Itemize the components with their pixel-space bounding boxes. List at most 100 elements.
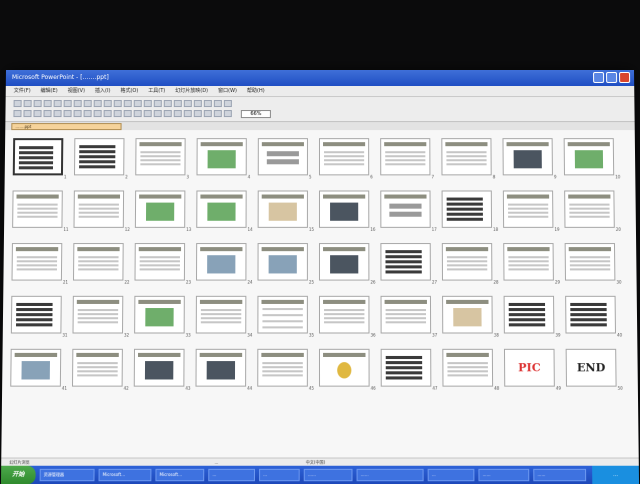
slide-thumbnail[interactable]: PIC bbox=[503, 348, 555, 387]
slide-thumbnail[interactable] bbox=[73, 190, 125, 228]
slide-thumbnail[interactable] bbox=[441, 138, 492, 176]
slide-thumbnail[interactable] bbox=[72, 295, 124, 334]
toolbar-button[interactable] bbox=[103, 110, 112, 118]
slide-thumbnail[interactable] bbox=[196, 190, 247, 228]
toolbar-button[interactable] bbox=[23, 110, 32, 118]
slide-thumbnail[interactable] bbox=[442, 348, 494, 387]
slide-thumbnail[interactable] bbox=[380, 243, 431, 281]
toolbar-button[interactable] bbox=[133, 100, 142, 108]
slide-thumbnail[interactable] bbox=[134, 243, 186, 281]
slide-thumbnail[interactable] bbox=[380, 348, 432, 387]
toolbar-button[interactable] bbox=[193, 110, 202, 118]
maximize-button[interactable] bbox=[606, 71, 618, 83]
slide-thumbnail[interactable] bbox=[503, 295, 555, 334]
slide-thumbnail[interactable] bbox=[318, 348, 370, 387]
slide-thumbnail[interactable] bbox=[380, 190, 431, 228]
taskbar-item[interactable]: Microsoft… bbox=[155, 468, 205, 482]
slide-thumbnail[interactable] bbox=[134, 295, 185, 334]
toolbar-button[interactable] bbox=[163, 110, 172, 118]
toolbar-button[interactable] bbox=[223, 110, 232, 118]
slide-thumbnail[interactable] bbox=[257, 295, 308, 334]
menu-file[interactable]: 文件(F) bbox=[13, 88, 31, 95]
toolbar-button[interactable] bbox=[83, 100, 92, 108]
slide-thumbnail[interactable] bbox=[134, 190, 186, 228]
menu-edit[interactable]: 编辑(E) bbox=[40, 88, 58, 95]
slide-thumbnail[interactable] bbox=[442, 295, 493, 334]
toolbar-button[interactable] bbox=[33, 100, 42, 108]
toolbar-button[interactable] bbox=[63, 110, 72, 118]
menu-window[interactable]: 窗口(W) bbox=[218, 88, 237, 95]
taskbar-item[interactable]: … bbox=[208, 468, 256, 482]
taskbar-item[interactable]: Microsoft… bbox=[98, 468, 152, 482]
slide-thumbnail[interactable] bbox=[195, 295, 247, 334]
toolbar-button[interactable] bbox=[73, 110, 82, 118]
slide-thumbnail[interactable] bbox=[503, 243, 554, 281]
slide-thumbnail[interactable] bbox=[12, 138, 64, 176]
toolbar-button[interactable] bbox=[213, 110, 222, 118]
slide-thumbnail[interactable] bbox=[502, 138, 553, 176]
slide-thumbnail[interactable] bbox=[135, 138, 186, 176]
slide-thumbnail[interactable] bbox=[10, 348, 62, 387]
taskbar-item[interactable]: …… bbox=[356, 468, 424, 482]
slide-thumbnail[interactable] bbox=[72, 243, 124, 281]
slide-thumbnail[interactable] bbox=[318, 138, 370, 176]
slide-thumbnail[interactable] bbox=[441, 190, 493, 228]
minimize-button[interactable] bbox=[593, 71, 605, 83]
toolbar-button[interactable] bbox=[163, 100, 172, 108]
toolbar-button[interactable] bbox=[203, 100, 212, 108]
slide-thumbnail[interactable] bbox=[196, 138, 247, 176]
slide-thumbnail[interactable] bbox=[318, 295, 370, 334]
start-button[interactable]: 开始 bbox=[0, 465, 36, 484]
menu-insert[interactable]: 插入(I) bbox=[94, 88, 111, 95]
menu-help[interactable]: 帮助(H) bbox=[246, 88, 265, 95]
slide-thumbnail[interactable] bbox=[563, 138, 615, 176]
toolbar-button[interactable] bbox=[43, 100, 52, 108]
menu-slideshow[interactable]: 幻灯片放映(D) bbox=[175, 88, 209, 95]
toolbar-button[interactable] bbox=[43, 110, 52, 118]
toolbar-button[interactable] bbox=[113, 110, 122, 118]
toolbar-button[interactable] bbox=[143, 110, 152, 118]
toolbar-button[interactable] bbox=[63, 100, 72, 108]
taskbar-item[interactable]: …… bbox=[533, 468, 587, 482]
toolbar-button[interactable] bbox=[53, 110, 62, 118]
toolbar-button[interactable] bbox=[123, 100, 132, 108]
toolbar-button[interactable] bbox=[183, 100, 192, 108]
taskbar-item[interactable]: … bbox=[427, 468, 475, 482]
toolbar-button[interactable] bbox=[173, 110, 182, 118]
slide-thumbnail[interactable]: END bbox=[565, 348, 617, 387]
slide-thumbnail[interactable] bbox=[12, 190, 63, 228]
slide-thumbnail[interactable] bbox=[257, 190, 308, 228]
toolbar-button[interactable] bbox=[83, 110, 92, 118]
toolbar-button[interactable] bbox=[113, 100, 122, 108]
slide-thumbnail[interactable] bbox=[318, 243, 370, 281]
toolbar-button[interactable] bbox=[93, 100, 102, 108]
slide-thumbnail[interactable] bbox=[10, 295, 62, 334]
slide-thumbnail[interactable] bbox=[257, 243, 308, 281]
toolbar-button[interactable] bbox=[203, 110, 212, 118]
slide-thumbnail[interactable] bbox=[73, 138, 125, 176]
menu-format[interactable]: 格式(O) bbox=[120, 88, 139, 95]
zoom-select[interactable]: 66% bbox=[240, 110, 271, 119]
toolbar-button[interactable] bbox=[183, 110, 192, 118]
taskbar-item[interactable]: …… bbox=[303, 468, 353, 482]
slide-thumbnail[interactable] bbox=[318, 190, 370, 228]
toolbar-button[interactable] bbox=[143, 100, 152, 108]
slide-thumbnail[interactable] bbox=[380, 138, 431, 176]
toolbar-button[interactable] bbox=[133, 110, 142, 118]
toolbar-button[interactable] bbox=[13, 100, 22, 108]
slide-thumbnail[interactable] bbox=[565, 295, 616, 334]
toolbar-button[interactable] bbox=[173, 100, 182, 108]
toolbar-button[interactable] bbox=[223, 100, 232, 108]
system-tray-clock[interactable]: … bbox=[592, 465, 640, 484]
slide-thumbnail[interactable] bbox=[71, 348, 123, 387]
taskbar-item[interactable]: … bbox=[259, 468, 300, 482]
taskbar-item[interactable]: 资源管理器 bbox=[39, 468, 95, 482]
toolbar-button[interactable] bbox=[153, 110, 162, 118]
close-button[interactable] bbox=[619, 71, 631, 83]
toolbar-button[interactable] bbox=[33, 110, 42, 118]
toolbar-button[interactable] bbox=[193, 100, 202, 108]
slide-thumbnail[interactable] bbox=[502, 190, 554, 228]
slide-thumbnail[interactable] bbox=[564, 190, 615, 228]
toolbar-button[interactable] bbox=[123, 110, 132, 118]
slide-thumbnail[interactable] bbox=[133, 348, 185, 387]
